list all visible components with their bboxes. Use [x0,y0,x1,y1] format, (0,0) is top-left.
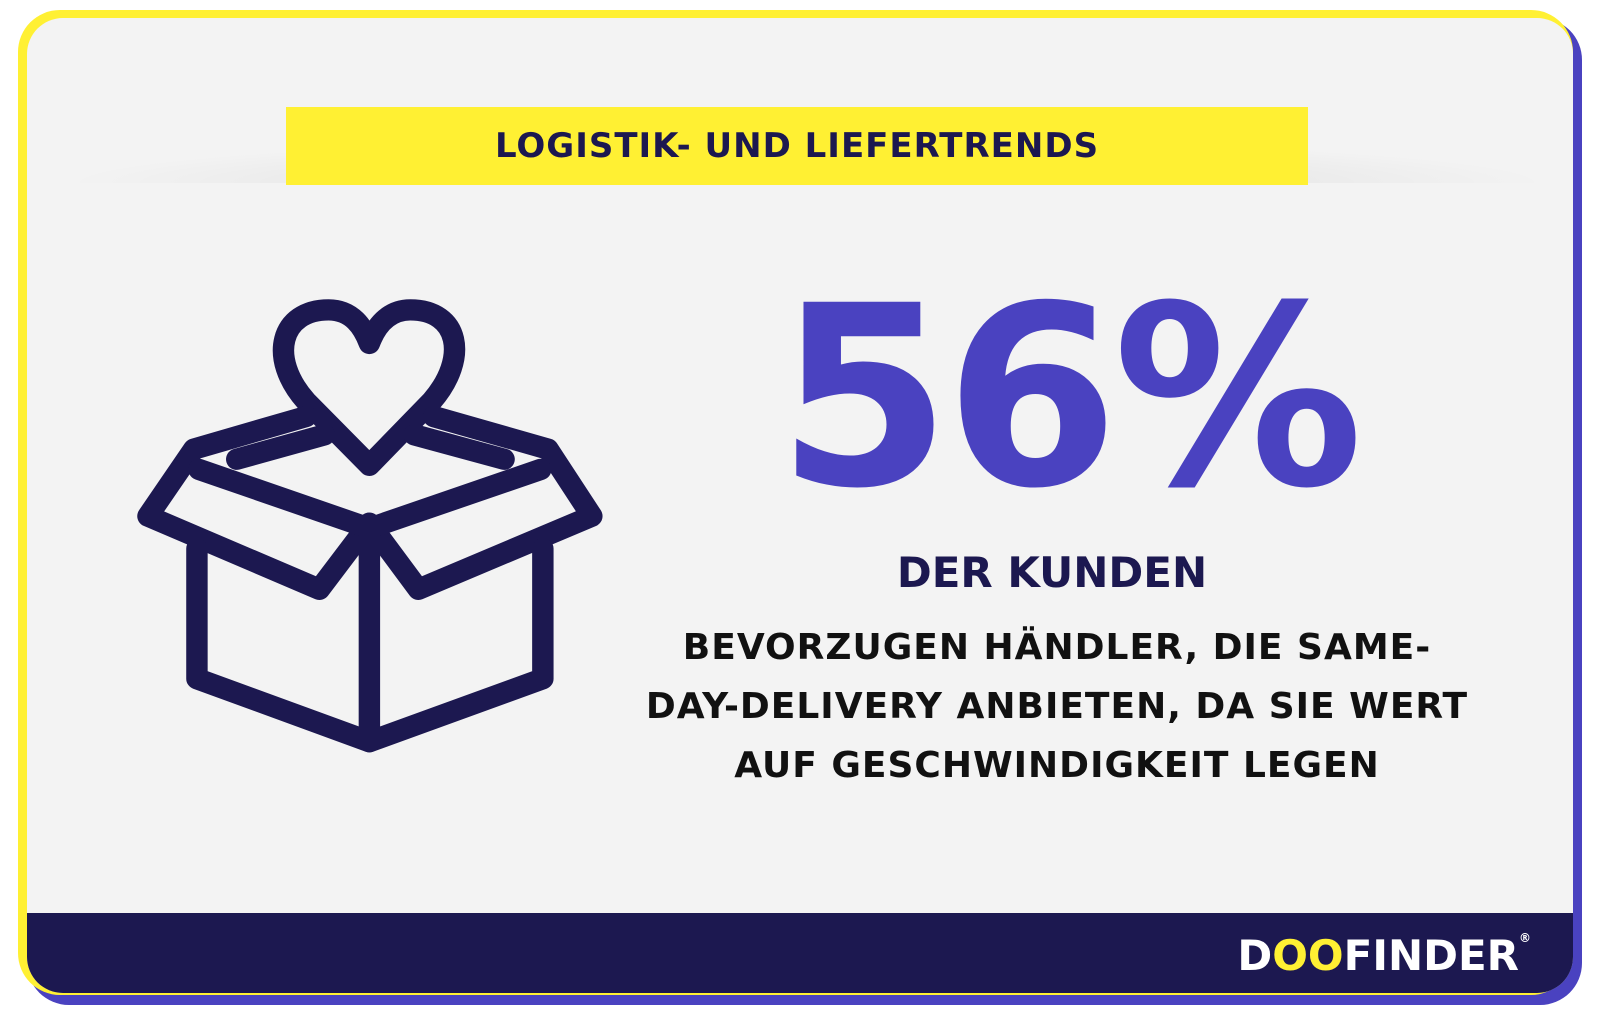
box-back-left-flap [137,405,381,600]
description-line: BEVORZUGEN HÄNDLER, DIE SAME- [682,627,1432,668]
box-top-back [226,424,515,470]
description-line: DAY-DELIVERY ANBIETEN, DA SIE WERT [645,686,1469,727]
stat-value: 56% [777,252,1363,543]
title-banner: LOGISTIK- UND LIEFERTRENDS [286,107,1308,185]
heart-shape [272,299,466,476]
stat-description: BEVORZUGEN HÄNDLER, DIE SAME- DAY-DELIVE… [592,618,1522,795]
page-title: LOGISTIK- UND LIEFERTRENDS [494,126,1100,166]
doofinder-logo: DOOFINDER® [1237,931,1531,980]
stat-subject: DER KUNDEN [896,548,1208,597]
box-back-right-flap [358,405,603,600]
description-line: AUF GESCHWINDIGKEIT LEGEN [734,745,1380,786]
footer-bar: DOOFINDER® [27,913,1573,993]
